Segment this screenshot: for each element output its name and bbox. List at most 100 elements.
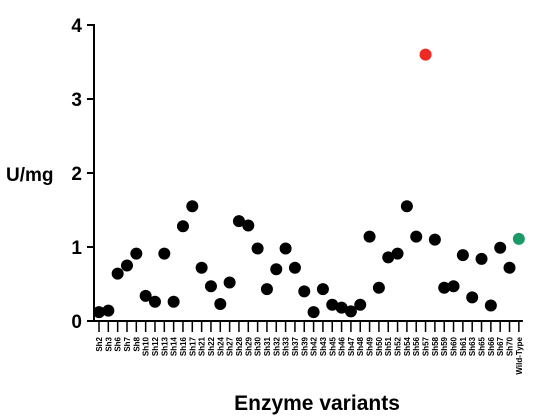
data-point-sh27 bbox=[223, 276, 236, 289]
x-tick-label: Sh49 bbox=[366, 336, 375, 356]
data-point-sh54 bbox=[400, 200, 413, 213]
data-point-sh51 bbox=[382, 251, 395, 264]
x-tick-label: Sh16 bbox=[179, 336, 188, 356]
x-tick-label: Wild-Type bbox=[515, 336, 524, 374]
y-tick-label: 0 bbox=[71, 312, 82, 333]
x-tick-label: Sh56 bbox=[412, 336, 421, 356]
data-point-sh52 bbox=[391, 247, 404, 260]
data-point-sh39 bbox=[298, 285, 311, 298]
x-tick-label: Sh63 bbox=[468, 336, 477, 356]
data-point-sh12 bbox=[148, 295, 161, 308]
x-tick-label: Sh8 bbox=[132, 336, 141, 351]
x-tick-label: Sh37 bbox=[291, 336, 300, 356]
data-point-sh65 bbox=[475, 252, 488, 265]
x-tick-label: Sh50 bbox=[375, 336, 384, 356]
x-tick-label: Sh30 bbox=[254, 336, 263, 356]
x-tick-label: Sh48 bbox=[356, 336, 365, 356]
data-point-sh32 bbox=[270, 263, 283, 276]
x-tick-label: Sh57 bbox=[422, 336, 431, 356]
data-point-sh45 bbox=[326, 298, 339, 311]
x-tick-label: Sh45 bbox=[328, 336, 337, 356]
x-tick-label: Sh60 bbox=[450, 336, 459, 356]
x-tick-label: Sh65 bbox=[478, 336, 487, 356]
data-point-sh2 bbox=[93, 306, 105, 319]
data-point-sh3 bbox=[102, 304, 115, 317]
data-point-sh57 bbox=[419, 48, 432, 61]
x-tick-label: Sh70 bbox=[506, 336, 515, 356]
data-point-sh37 bbox=[288, 261, 301, 274]
data-point-sh46 bbox=[335, 301, 348, 314]
x-tick-label: Sh2 bbox=[95, 336, 104, 351]
data-point-sh66 bbox=[484, 299, 497, 312]
data-point-sh48 bbox=[354, 298, 367, 311]
data-point-sh63 bbox=[466, 291, 479, 304]
data-point-sh56 bbox=[410, 230, 423, 243]
x-tick-label: Sh33 bbox=[282, 336, 291, 356]
data-point-sh42 bbox=[307, 306, 320, 319]
x-tick-label: Sh58 bbox=[431, 336, 440, 356]
x-tick-label: Sh52 bbox=[394, 336, 403, 356]
x-tick-label: Sh7 bbox=[123, 336, 132, 351]
x-tick-label: Sh17 bbox=[188, 336, 197, 356]
x-tick-label: Sh24 bbox=[216, 336, 225, 356]
x-tick-label: Sh29 bbox=[244, 336, 253, 356]
data-point-sh30 bbox=[251, 242, 264, 255]
data-point-sh22 bbox=[204, 280, 217, 293]
x-tick-label: Sh13 bbox=[160, 336, 169, 356]
x-tick-label: Sh46 bbox=[338, 336, 347, 356]
x-tick-label: Sh12 bbox=[151, 336, 160, 356]
x-tick-label: Sh51 bbox=[384, 336, 393, 356]
y-tick-label: 1 bbox=[71, 238, 82, 259]
data-point-sh33 bbox=[279, 242, 292, 255]
data-point-sh49 bbox=[363, 230, 376, 243]
data-point-sh21 bbox=[195, 261, 208, 274]
x-tick-label: Sh14 bbox=[170, 336, 179, 356]
x-tick-label: Sh42 bbox=[310, 336, 319, 356]
x-tick-label: Sh67 bbox=[496, 336, 505, 356]
data-point-sh17 bbox=[186, 200, 199, 213]
x-tick-label: Sh31 bbox=[263, 336, 272, 356]
data-point-sh58 bbox=[428, 233, 441, 246]
x-tick-label: Sh6 bbox=[114, 336, 123, 351]
data-point-sh8 bbox=[130, 247, 143, 260]
x-tick-label: Sh22 bbox=[207, 336, 216, 356]
x-tick-label: Sh66 bbox=[487, 336, 496, 356]
y-axis-label: U/mg bbox=[6, 165, 54, 186]
data-point-sh60 bbox=[447, 280, 460, 293]
x-axis-label: Enzyme variants bbox=[234, 392, 400, 415]
data-point-sh29 bbox=[242, 219, 255, 232]
data-point-sh61 bbox=[456, 249, 469, 262]
data-points bbox=[93, 48, 525, 319]
y-tick-label: 3 bbox=[71, 90, 82, 111]
data-point-sh24 bbox=[214, 297, 227, 310]
y-tick-label: 2 bbox=[71, 164, 82, 185]
data-point-sh43 bbox=[316, 283, 329, 296]
data-point-sh31 bbox=[260, 283, 273, 296]
x-tick-label: Sh54 bbox=[403, 336, 412, 356]
data-point-sh47 bbox=[344, 305, 357, 318]
x-tick-label: Sh28 bbox=[235, 336, 244, 356]
x-tick-label: Sh21 bbox=[198, 336, 207, 356]
data-point-sh16 bbox=[176, 220, 189, 233]
data-point-sh28 bbox=[232, 215, 245, 228]
y-axis: 0 1 2 3 4 bbox=[71, 16, 95, 333]
x-tick-label: Sh61 bbox=[459, 336, 468, 356]
y-tick-label: 4 bbox=[71, 16, 82, 37]
x-axis: Sh2 Sh3 Sh6 Sh7 Sh8 Sh10 Sh12 Sh13 Sh14 Sh16 Sh17 S… bbox=[94, 320, 524, 375]
x-tick-label: Sh32 bbox=[272, 336, 281, 356]
data-point-sh10 bbox=[139, 289, 152, 302]
data-point-sh70 bbox=[503, 261, 516, 274]
x-tick-label: Sh10 bbox=[142, 336, 151, 356]
x-tick-label: Sh39 bbox=[300, 336, 309, 356]
data-point-sh13 bbox=[158, 247, 171, 260]
data-point-sh14 bbox=[167, 295, 180, 308]
x-tick-label: Sh43 bbox=[319, 336, 328, 356]
x-tick-label: Sh59 bbox=[440, 336, 449, 356]
data-point-sh50 bbox=[372, 281, 385, 294]
data-point-sh67 bbox=[494, 241, 507, 254]
data-point-sh7 bbox=[120, 259, 133, 272]
x-tick-label: Sh3 bbox=[104, 336, 113, 351]
x-tick-label: Sh27 bbox=[226, 336, 235, 356]
data-point-sh6 bbox=[111, 267, 124, 280]
